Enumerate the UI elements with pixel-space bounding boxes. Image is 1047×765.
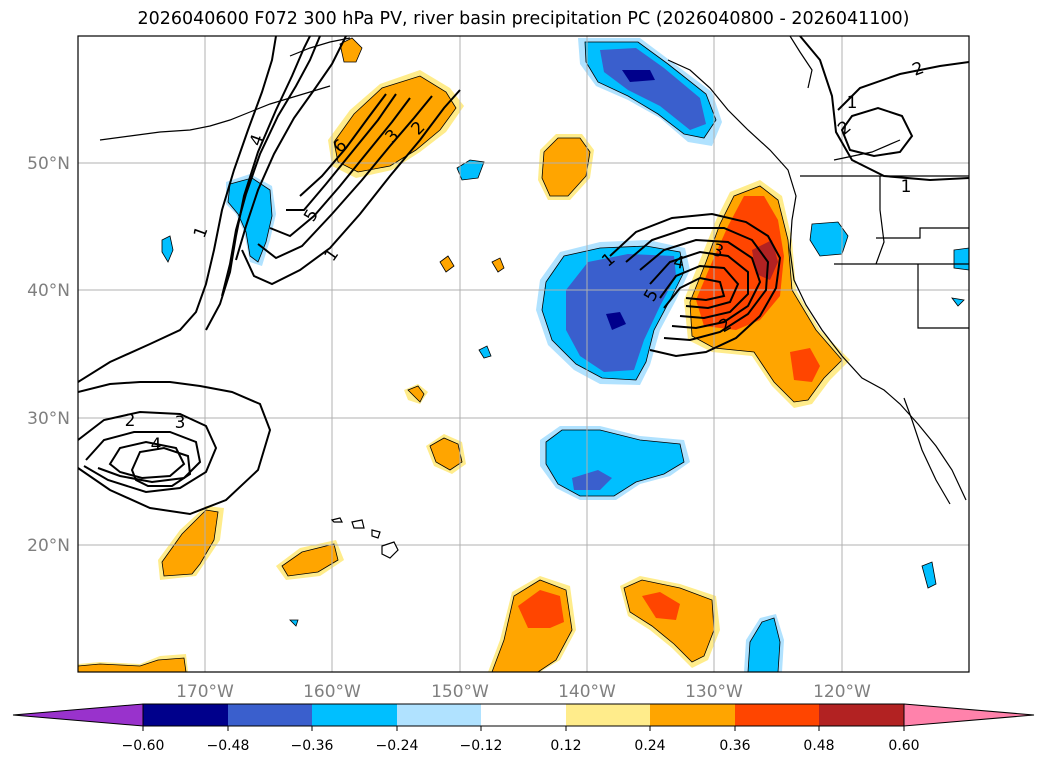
colorbar-tick: −0.48: [207, 738, 250, 754]
latitude-labels: 50°N 40°N 30°N 20°N: [27, 154, 70, 556]
colorbar-tick: −0.60: [122, 738, 165, 754]
colorbar-tick: 0.48: [803, 738, 834, 754]
colorbar-tick: 0.12: [550, 738, 581, 754]
lat-label-50n: 50°N: [27, 154, 70, 174]
lat-label-30n: 30°N: [27, 409, 70, 429]
colorbar: −0.60 −0.48 −0.36 −0.24 −0.12 0.12 0.24 …: [12, 703, 1035, 754]
pv-contours: [78, 36, 969, 516]
lon-label-150w: 150°W: [431, 682, 489, 702]
colorbar-bin: [397, 704, 481, 726]
lon-label-120w: 120°W: [813, 682, 871, 702]
map-gridlines: [78, 36, 969, 672]
colorbar-bin: [819, 704, 904, 726]
map-plot-area: 1 2 3 4 5 6 2 3 4 1 1 2 3 4 5 1 2 2 1: [78, 36, 969, 672]
colorbar-bin: [228, 704, 312, 726]
lat-label-40n: 40°N: [27, 281, 70, 301]
colorbar-extend-high: [903, 703, 1035, 727]
colorbar-tick: −0.12: [460, 738, 503, 754]
lon-label-140w: 140°W: [558, 682, 616, 702]
lon-label-160w: 160°W: [303, 682, 361, 702]
contour-label: 1: [847, 93, 858, 113]
colorbar-bin: [481, 704, 566, 726]
colorbar-tick: −0.24: [376, 738, 419, 754]
colorbar-tick: 0.24: [634, 738, 665, 754]
lon-label-170w: 170°W: [176, 682, 234, 702]
colorbar-bin: [143, 704, 228, 726]
contour-label: 1: [901, 177, 912, 197]
colorbar-tick: −0.36: [291, 738, 334, 754]
colorbar-tick: 0.60: [888, 738, 919, 754]
colorbar-bin: [312, 704, 397, 726]
negative-anomaly-shading: [161, 38, 969, 672]
lon-label-130w: 130°W: [685, 682, 743, 702]
map-title: 2026040600 F072 300 hPa PV, river basin …: [137, 9, 910, 29]
lat-label-20n: 20°N: [27, 536, 70, 556]
colorbar-bin: [650, 704, 735, 726]
contour-label: 3: [175, 413, 186, 433]
colorbar-bin: [735, 704, 819, 726]
colorbar-extend-low: [12, 703, 144, 727]
colorbar-tick: 0.36: [719, 738, 750, 754]
contour-label: 4: [672, 252, 686, 274]
map-frame: [77, 35, 970, 673]
contour-label: 4: [151, 435, 162, 455]
longitude-labels: 170°W 160°W 150°W 140°W 130°W 120°W: [176, 682, 871, 702]
contour-label: 2: [125, 411, 136, 431]
colorbar-bin: [566, 704, 650, 726]
